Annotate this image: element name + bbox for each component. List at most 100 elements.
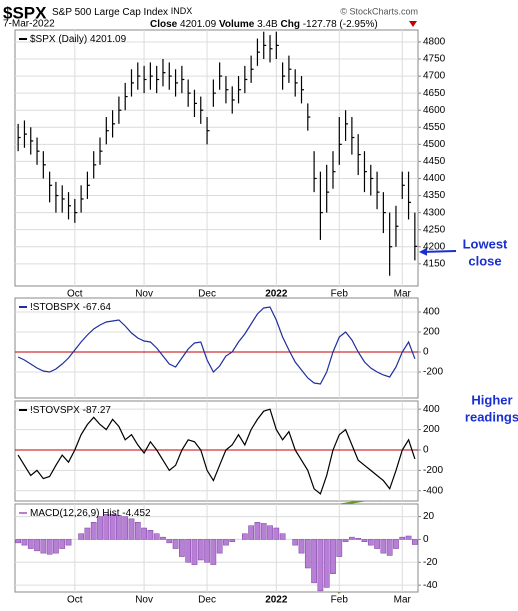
panel	[14, 400, 419, 502]
annotation: Lowest	[463, 236, 508, 251]
legend-label: !STOVSPX	[30, 405, 80, 416]
histogram-bar	[204, 539, 210, 563]
histogram-bar	[367, 539, 374, 546]
y-tick-label: 400	[423, 404, 440, 415]
y-tick-label: -20	[423, 557, 438, 568]
x-tick-label: Nov	[135, 289, 153, 300]
histogram-bar	[380, 539, 387, 554]
histogram-bar	[147, 530, 154, 540]
histogram-bar	[292, 539, 299, 546]
y-tick-label: 4150	[423, 258, 446, 269]
indicator-line	[17, 408, 416, 495]
quote-line: Close 4201.09 Volume 3.4B Chg -127.78 (-…	[150, 19, 378, 30]
y-tick-label: 0	[423, 445, 429, 456]
histogram-bar	[128, 518, 135, 540]
histogram-bar	[304, 539, 311, 569]
annotation: close	[468, 253, 501, 268]
histogram-bar	[191, 539, 198, 565]
y-tick-label: 0	[423, 534, 429, 545]
histogram-bar	[59, 539, 66, 549]
x-tick-label: Dec	[198, 289, 216, 300]
histogram-bar	[386, 539, 393, 556]
histogram-bar	[248, 525, 254, 540]
histogram-bar	[223, 539, 229, 546]
histogram-bar	[216, 539, 223, 554]
credit: © StockCharts.com	[340, 6, 418, 16]
y-tick-label: 4500	[423, 139, 446, 150]
histogram-bar	[116, 515, 122, 540]
y-tick-label: 4750	[423, 54, 446, 65]
histogram-bar	[103, 514, 110, 540]
panel	[14, 503, 419, 593]
histogram-bar	[336, 539, 343, 557]
annotation: Higher	[471, 392, 512, 407]
histogram-bar	[84, 527, 91, 540]
y-tick-label: 4400	[423, 173, 446, 184]
x-tick-label: Feb	[331, 595, 349, 606]
legend: MACD(12,26,9) Hist -4.452	[30, 508, 151, 519]
y-tick-label: 4600	[423, 105, 446, 116]
chg-pct: (-2.95%)	[339, 19, 377, 30]
symbol: $SPX	[3, 3, 47, 22]
histogram-bar	[34, 539, 40, 552]
histogram-bar	[393, 539, 399, 549]
x-tick-label: Oct	[67, 595, 83, 606]
y-tick-label: 200	[423, 327, 440, 338]
histogram-bar	[122, 516, 129, 540]
volume-label: Volume	[219, 19, 255, 30]
legend-value: -4.452	[122, 508, 151, 519]
legend-value: 4201.09	[90, 34, 127, 45]
y-tick-label: 4650	[423, 88, 446, 99]
legend-label: !STOBSPX	[30, 302, 80, 313]
histogram-bar	[197, 539, 204, 561]
legend: $SPX (Daily) 4201.09	[30, 34, 127, 45]
x-tick-label: Oct	[67, 289, 83, 300]
close: 4201.09	[180, 19, 217, 30]
y-tick-label: 400	[423, 307, 440, 318]
histogram-bar	[153, 533, 160, 540]
indicator-line	[17, 306, 416, 385]
legend-label: $SPX (Daily)	[30, 34, 87, 45]
y-tick-label: 4450	[423, 156, 446, 167]
x-tick-label: Mar	[394, 595, 412, 606]
histogram-bar	[40, 539, 47, 554]
histogram-bar	[210, 539, 217, 565]
histogram-bar	[349, 536, 355, 540]
histogram-bar	[254, 522, 261, 540]
histogram-bar	[273, 527, 280, 540]
histogram-bar	[323, 539, 330, 588]
y-tick-label: -400	[423, 485, 443, 496]
histogram-bar	[311, 539, 317, 584]
histogram-bar	[241, 533, 248, 540]
legend: !STOVSPX -87.27	[30, 405, 111, 416]
histogram-bar	[399, 536, 406, 540]
x-tick-label: Dec	[198, 595, 216, 606]
arrow	[419, 247, 457, 256]
y-tick-label: 200	[423, 424, 440, 435]
y-tick-label: -200	[423, 465, 443, 476]
histogram-bar	[109, 514, 116, 540]
histogram-bar	[374, 539, 380, 549]
histogram-bar	[21, 539, 28, 546]
legend-label: MACD(12,26,9) Hist	[30, 508, 120, 519]
y-tick-label: 0	[423, 347, 429, 358]
volume: 3.4B	[257, 19, 278, 30]
y-tick-label: -40	[423, 580, 438, 591]
y-tick-label: -200	[423, 367, 443, 378]
x-tick-label: Mar	[394, 289, 412, 300]
histogram-bar	[298, 539, 305, 554]
legend-value: -87.27	[83, 405, 112, 416]
histogram-bar	[361, 539, 368, 542]
histogram-bar	[15, 539, 21, 544]
histogram-bar	[342, 539, 349, 542]
panel	[14, 297, 419, 399]
histogram-bar	[260, 523, 267, 540]
chg: -127.78	[303, 19, 337, 30]
histogram-bar	[27, 539, 34, 549]
histogram-bar	[279, 533, 286, 540]
histogram-bar	[412, 539, 418, 545]
y-tick-label: 4200	[423, 241, 446, 252]
histogram-bar	[179, 539, 185, 557]
x-tick-label: 2022	[265, 595, 288, 606]
x-tick-label: Nov	[135, 595, 153, 606]
